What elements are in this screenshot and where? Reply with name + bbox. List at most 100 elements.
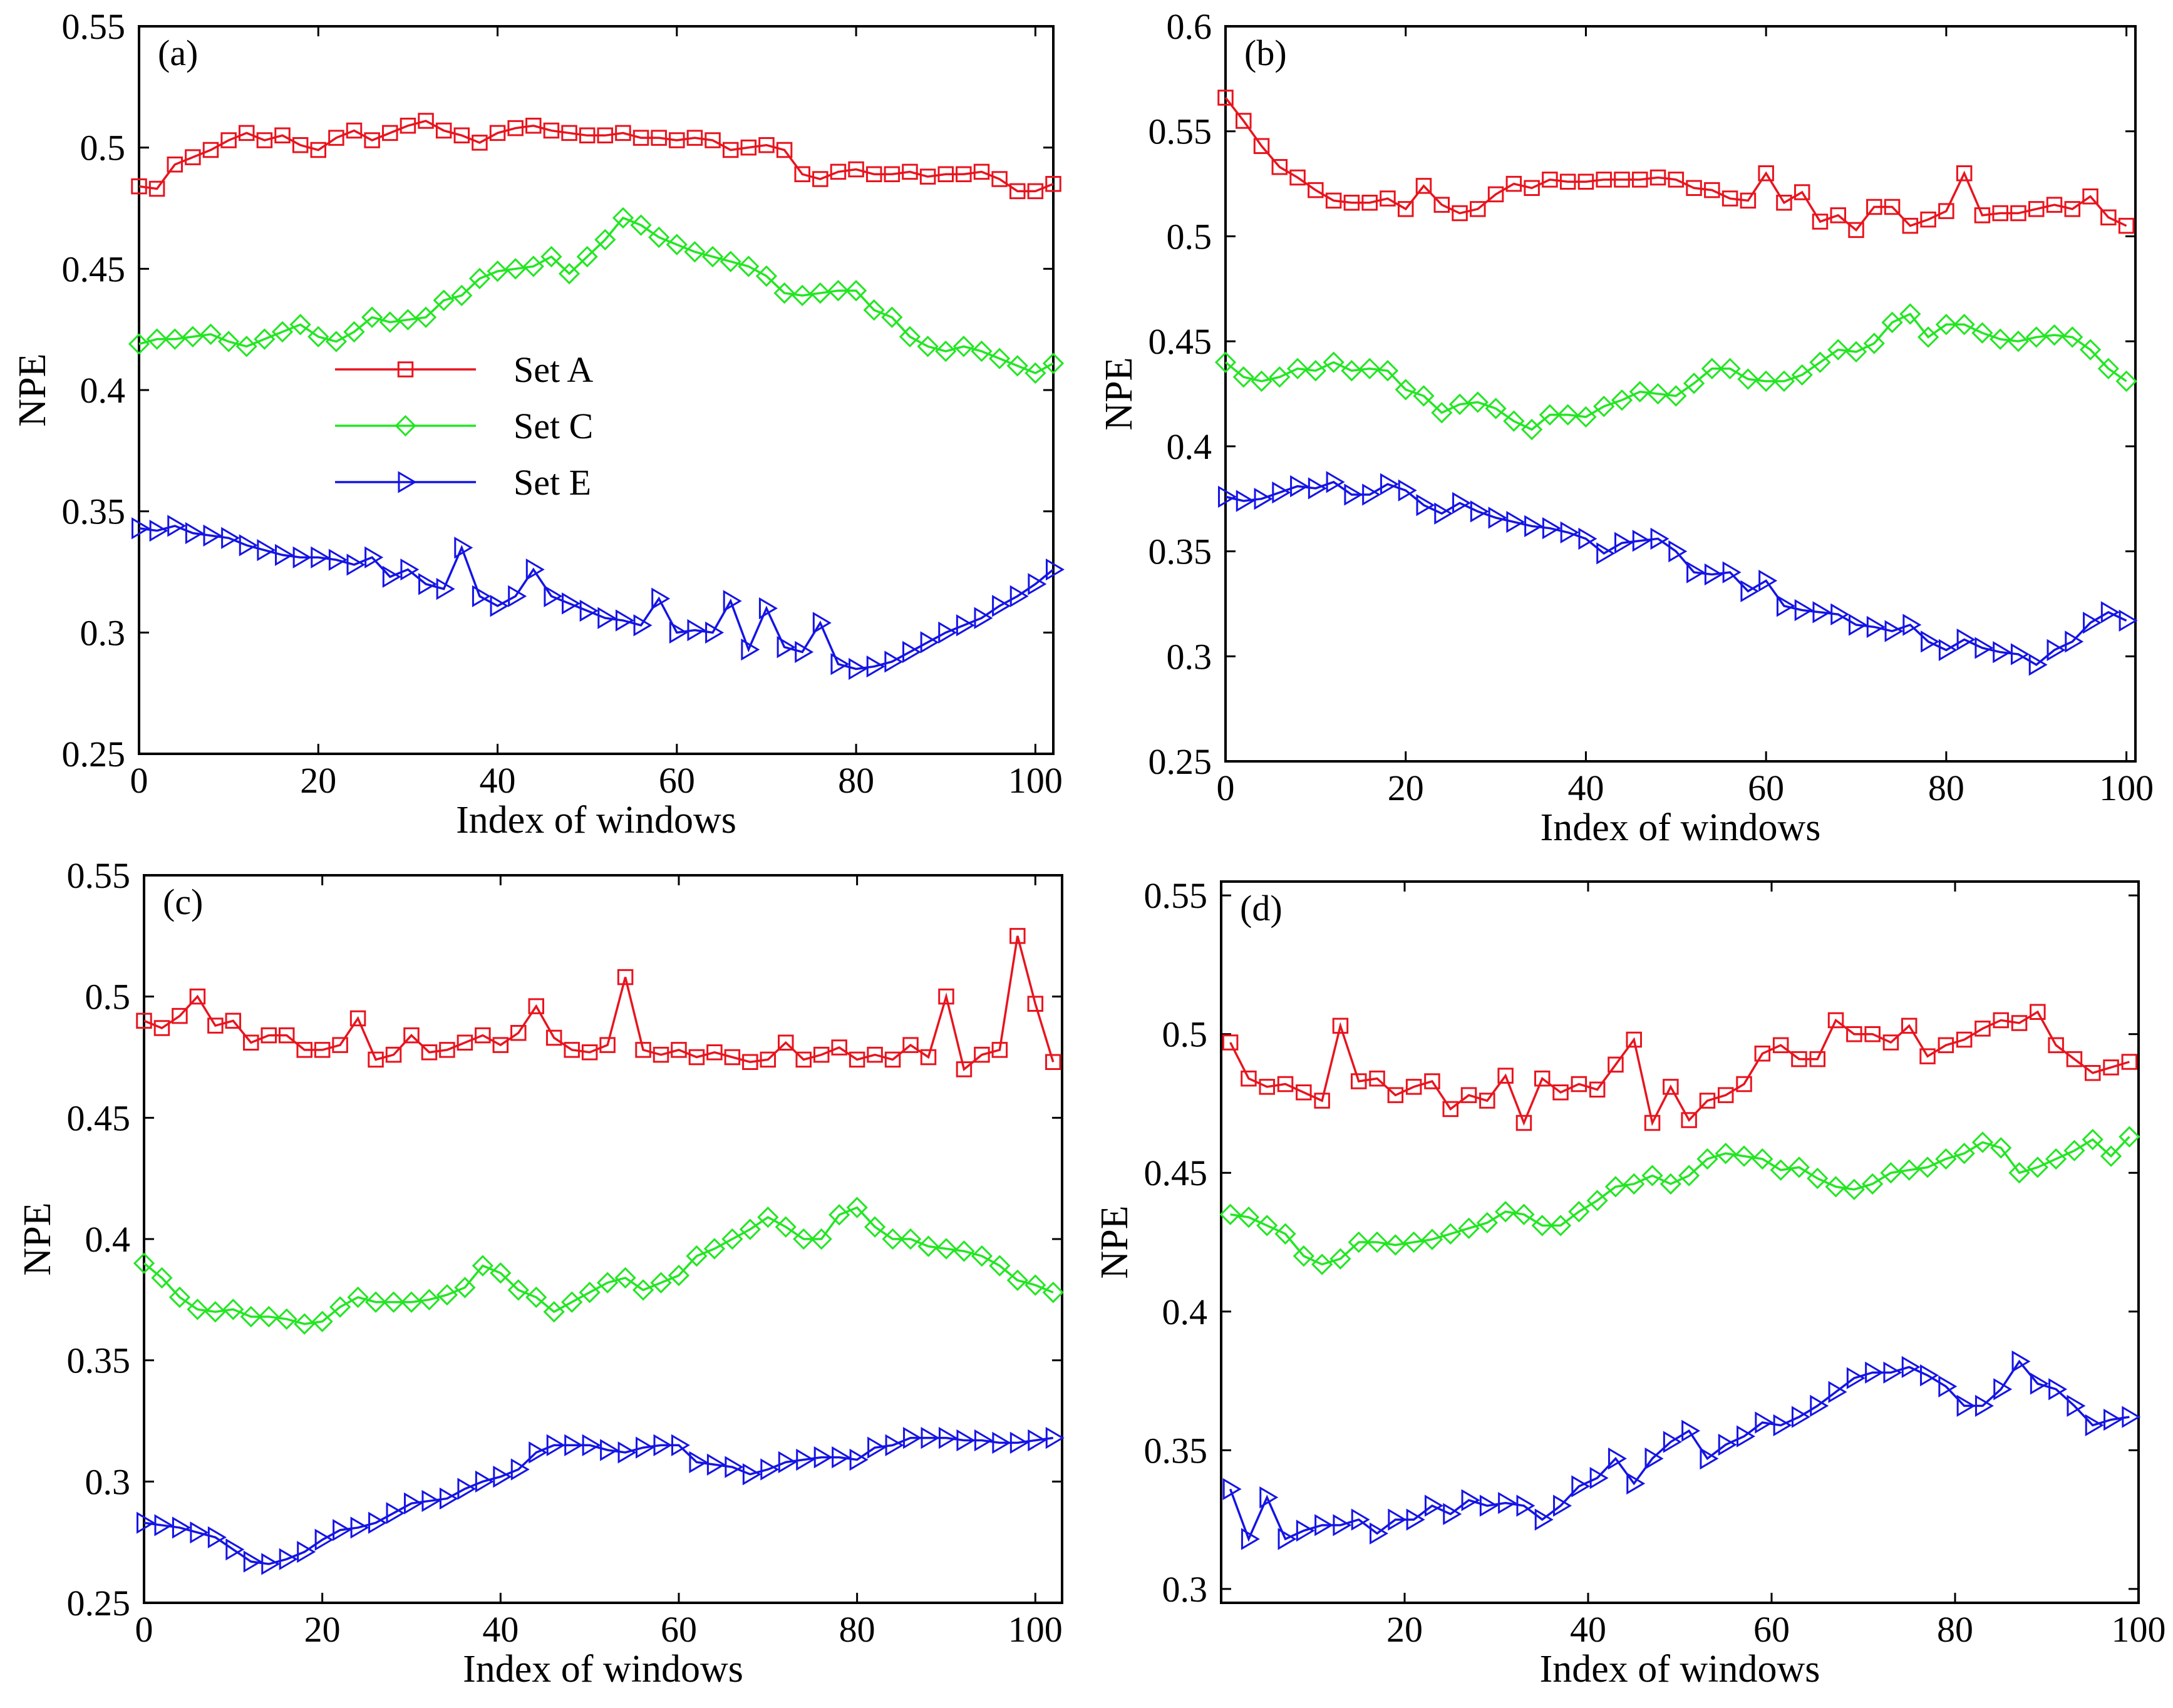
data-point-diamond	[1733, 1145, 1755, 1167]
data-point-diamond	[1678, 1165, 1700, 1186]
data-point-triangle-right	[1830, 603, 1850, 625]
data-point-diamond	[222, 1299, 244, 1320]
data-point-diamond	[953, 1240, 975, 1262]
data-point-diamond	[240, 1305, 262, 1328]
data-point-square	[189, 988, 206, 1005]
data-point-diamond	[1431, 402, 1453, 424]
x-tick-label: 80	[1928, 768, 1964, 808]
data-point-triangle-right	[2030, 1372, 2049, 1395]
data-point-square	[564, 1042, 580, 1058]
data-point-diamond	[579, 1282, 601, 1304]
data-point-triangle-right	[956, 1429, 976, 1452]
data-point-diamond	[1701, 358, 1723, 379]
data-point-triangle-right	[314, 1528, 334, 1551]
data-point-square	[2118, 217, 2135, 234]
data-point-square	[545, 1029, 562, 1046]
data-point-triangle-right	[132, 517, 150, 540]
data-point-diamond	[2119, 1126, 2140, 1148]
x-tick-label: 0	[1217, 768, 1235, 808]
y-tick-label: 0.45	[67, 1098, 131, 1138]
data-point-triangle-right	[1589, 1466, 1609, 1489]
data-point-triangle-right	[328, 548, 348, 571]
data-point-triangle-right	[832, 1446, 851, 1469]
panel-label: (c)	[163, 882, 203, 922]
data-point-diamond	[1916, 1156, 1939, 1178]
data-point-triangle-right	[1686, 561, 1706, 584]
data-point-square	[207, 1017, 224, 1034]
data-point-square	[418, 113, 434, 129]
data-point-diamond	[254, 328, 276, 350]
data-point-diamond	[1971, 1131, 1994, 1153]
data-point-square	[2048, 1037, 2064, 1054]
data-point-diamond	[200, 323, 222, 346]
data-point-triangle-right	[1681, 1419, 1701, 1442]
data-point-triangle-right	[2122, 1406, 2141, 1428]
data-point-diamond	[2063, 1140, 2085, 1161]
data-point-square	[1993, 1012, 2009, 1029]
data-point-triangle-right	[1045, 1426, 1065, 1449]
panel-label: (a)	[158, 33, 198, 73]
data-point-triangle-right	[403, 1492, 423, 1515]
data-point-diamond	[1237, 1206, 1260, 1228]
data-point-diamond	[1827, 339, 1849, 361]
data-point-square	[2046, 197, 2063, 213]
data-point-diamond	[1899, 303, 1921, 325]
data-point-square	[172, 1007, 188, 1024]
data-point-triangle-right	[1488, 507, 1507, 529]
data-point-diamond	[809, 282, 831, 304]
data-point-square	[1848, 222, 1864, 239]
x-tick-label: 60	[661, 1609, 697, 1650]
data-point-square	[1241, 1070, 1257, 1087]
data-point-triangle-right	[203, 524, 222, 547]
data-point-square	[1736, 1076, 1752, 1093]
data-point-diamond	[1791, 364, 1813, 386]
data-point-diamond	[1862, 1173, 1884, 1195]
data-point-diamond	[271, 321, 294, 343]
data-point-diamond	[1251, 370, 1272, 392]
data-point-square	[956, 1061, 973, 1078]
data-point-square	[581, 1044, 598, 1061]
data-point-triangle-right	[525, 558, 545, 581]
data-point-diamond	[487, 260, 508, 282]
data-point-triangle-right	[1218, 485, 1237, 508]
series-set_c	[133, 1196, 1064, 1335]
data-point-diamond	[1376, 359, 1399, 382]
data-point-diamond	[1513, 1203, 1535, 1225]
data-point-square	[1589, 1081, 1606, 1098]
data-point-triangle-right	[457, 1478, 477, 1500]
data-point-square	[956, 166, 972, 183]
data-point-diamond	[451, 284, 473, 307]
data-point-diamond	[1971, 322, 1993, 344]
y-tick-label: 0.4	[1167, 426, 1212, 467]
data-point-triangle-right	[2010, 643, 2030, 666]
data-point-square	[1442, 1101, 1458, 1118]
data-point-diamond	[1495, 1201, 1517, 1223]
data-point-square	[722, 141, 739, 158]
data-point-triangle-right	[1277, 1528, 1297, 1550]
data-point-diamond	[258, 1305, 280, 1328]
data-point-triangle-right	[364, 546, 384, 568]
data-point-square	[2066, 1051, 2083, 1068]
data-point-diamond	[347, 1286, 369, 1309]
y-tick-labels: 0.25 0.3 0.35 0.4 0.45 0.5 0.55 0.6	[1148, 6, 1212, 782]
data-point-square	[1938, 203, 1954, 219]
series-set_a	[136, 928, 1061, 1078]
data-point-square	[1277, 1076, 1294, 1093]
data-point-diamond	[1385, 1234, 1407, 1256]
data-point-square	[1721, 190, 1738, 207]
data-point-triangle-right	[1470, 500, 1489, 523]
y-tick-labels: 0.3 0.35 0.4 0.45 0.5 0.55	[1144, 875, 1208, 1610]
data-point-diamond	[2100, 1145, 2122, 1167]
data-point-diamond	[361, 306, 383, 328]
data-point-square	[349, 1010, 366, 1027]
data-point-square	[1289, 169, 1306, 186]
data-point-diamond	[632, 1279, 654, 1301]
data-point-triangle-right	[671, 1434, 690, 1456]
series-set_c	[1219, 1126, 2140, 1275]
data-point-square	[902, 163, 918, 180]
data-point-triangle-right	[813, 1446, 833, 1469]
data-point-triangle-right	[1902, 614, 1922, 636]
data-point-square	[346, 122, 363, 139]
data-point-square	[830, 163, 847, 180]
y-tick-label: 0.3	[85, 1461, 131, 1502]
